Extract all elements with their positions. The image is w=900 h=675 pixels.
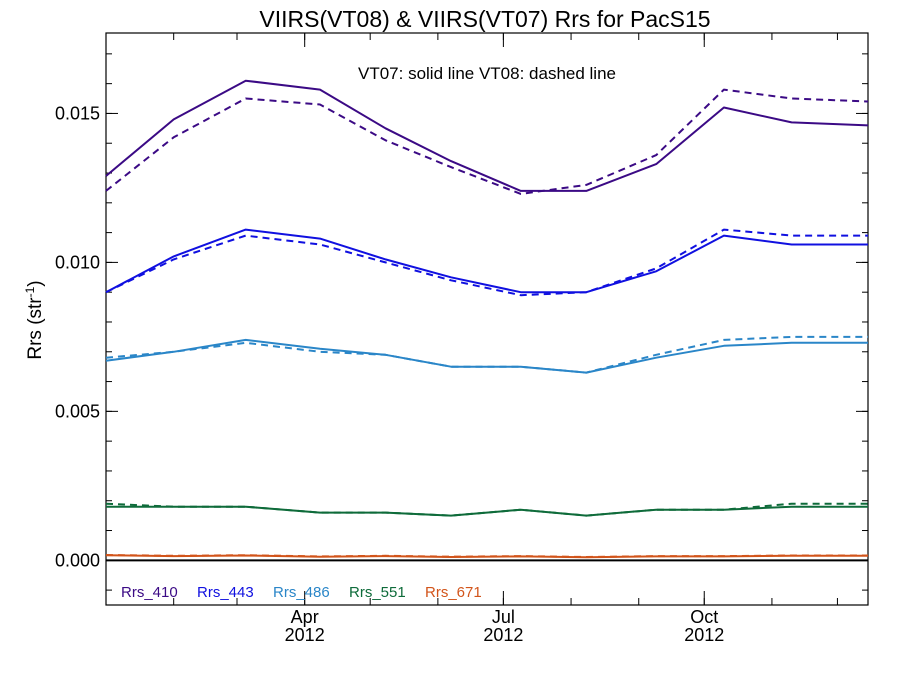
series-line-rrs-551-dashed bbox=[105, 502, 868, 517]
series-line-rrs-486-solid bbox=[105, 338, 868, 374]
y-tick-label: 0.010 bbox=[55, 252, 100, 272]
y-tick-label: 0.000 bbox=[55, 550, 100, 570]
y-axis-label: Rrs (str-1) bbox=[23, 280, 46, 359]
series-line-rrs-410-solid bbox=[105, 79, 869, 192]
legend-item-rrs-410: Rrs_410 bbox=[121, 584, 178, 601]
y-axis-label-end: ) bbox=[25, 280, 46, 286]
line-style-annotation: VT07: solid line VT08: dashed line bbox=[358, 64, 616, 83]
legend-item-rrs-443: Rrs_443 bbox=[197, 584, 254, 601]
x-tick-label: Jul bbox=[492, 607, 515, 627]
y-axis-label-sup: -1 bbox=[23, 286, 37, 297]
x-tick-year: 2012 bbox=[285, 625, 325, 645]
y-axis-label-main: Rrs (str bbox=[25, 297, 46, 360]
axes: 0.0000.0050.0100.015Apr2012Jul2012Oct201… bbox=[55, 33, 868, 645]
series-line-rrs-443-solid bbox=[105, 228, 868, 294]
legend-item-rrs-486: Rrs_486 bbox=[273, 584, 330, 601]
legend: Rrs_410 Rrs_443 Rrs_486 Rrs_551 Rrs_671 bbox=[121, 584, 482, 601]
legend-item-rrs-671: Rrs_671 bbox=[425, 584, 482, 601]
y-tick-label: 0.015 bbox=[55, 103, 100, 123]
series-line-rrs-671-dashed bbox=[105, 554, 868, 558]
x-tick-year: 2012 bbox=[684, 625, 724, 645]
plot-frame bbox=[105, 32, 869, 606]
x-tick-label: Apr bbox=[291, 607, 319, 627]
legend-item-rrs-551: Rrs_551 bbox=[349, 584, 406, 601]
series-layer bbox=[105, 79, 869, 559]
chart-title: VIIRS(VT08) & VIIRS(VT07) Rrs for PacS15 bbox=[259, 6, 710, 32]
y-tick-label: 0.005 bbox=[55, 401, 100, 421]
x-tick-label: Oct bbox=[690, 607, 718, 627]
series-line-rrs-443-dashed bbox=[105, 228, 868, 297]
x-tick-year: 2012 bbox=[483, 625, 523, 645]
series-line-rrs-410-dashed bbox=[105, 88, 869, 195]
